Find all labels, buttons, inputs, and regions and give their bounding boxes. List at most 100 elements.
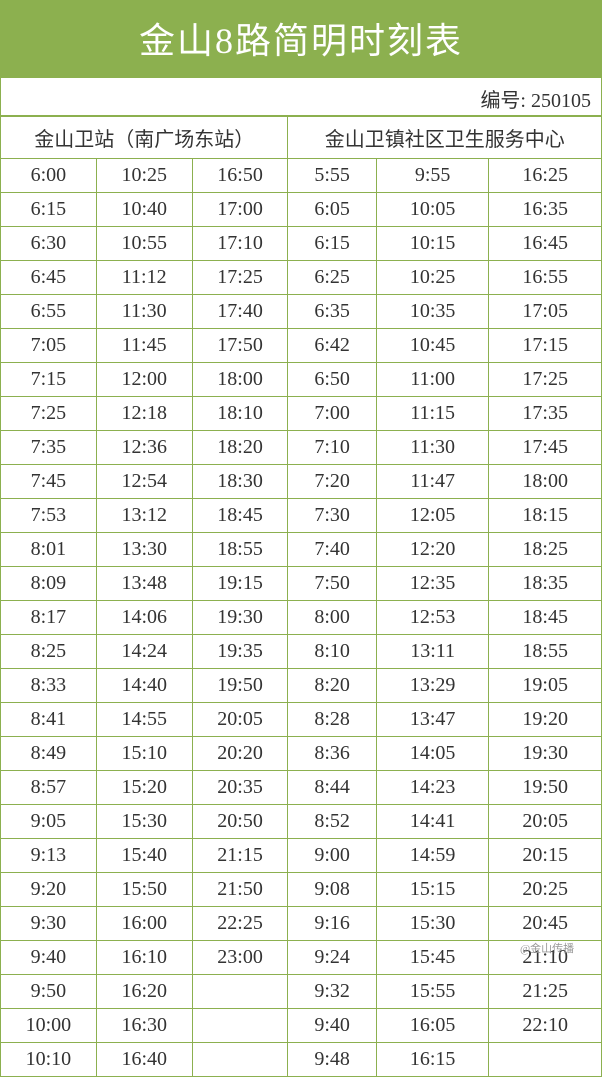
time-cell: 20:20 [192, 737, 288, 771]
time-cell: 7:40 [288, 533, 376, 567]
time-cell: 8:41 [1, 703, 97, 737]
table-row: 7:1512:0018:006:5011:0017:25 [1, 363, 602, 397]
time-cell: 10:55 [96, 227, 192, 261]
time-cell: 15:40 [96, 839, 192, 873]
time-cell: 6:00 [1, 159, 97, 193]
time-cell: 14:06 [96, 601, 192, 635]
time-cell: 19:15 [192, 567, 288, 601]
time-cell: 18:15 [489, 499, 602, 533]
page-title: 金山8路简明时刻表 [0, 0, 602, 78]
time-cell: 13:11 [376, 635, 489, 669]
time-cell: 5:55 [288, 159, 376, 193]
time-cell: 17:45 [489, 431, 602, 465]
time-cell: 17:40 [192, 295, 288, 329]
table-row: 10:1016:409:4816:15 [1, 1043, 602, 1077]
time-cell: 8:49 [1, 737, 97, 771]
time-cell: 10:10 [1, 1043, 97, 1077]
time-cell: 16:45 [489, 227, 602, 261]
time-cell: 20:25 [489, 873, 602, 907]
table-row: 6:5511:3017:406:3510:3517:05 [1, 295, 602, 329]
time-cell: 7:50 [288, 567, 376, 601]
time-cell: 18:10 [192, 397, 288, 431]
time-cell: 9:40 [1, 941, 97, 975]
time-cell: 10:25 [96, 159, 192, 193]
time-cell: 7:05 [1, 329, 97, 363]
table-row: 9:1315:4021:159:0014:5920:15 [1, 839, 602, 873]
time-cell: 7:30 [288, 499, 376, 533]
table-row: 8:5715:2020:358:4414:2319:50 [1, 771, 602, 805]
time-cell: 16:50 [192, 159, 288, 193]
time-cell: 15:45 [376, 941, 489, 975]
time-cell: 11:12 [96, 261, 192, 295]
time-cell: 9:48 [288, 1043, 376, 1077]
table-row: 9:4016:1023:009:2415:4521:10 [1, 941, 602, 975]
table-row: 9:3016:0022:259:1615:3020:45 [1, 907, 602, 941]
time-cell: 14:55 [96, 703, 192, 737]
time-cell: 15:30 [376, 907, 489, 941]
time-cell: 9:00 [288, 839, 376, 873]
time-cell: 18:00 [489, 465, 602, 499]
time-cell: 8:57 [1, 771, 97, 805]
table-row: 6:0010:2516:505:559:5516:25 [1, 159, 602, 193]
time-cell [489, 1043, 602, 1077]
time-cell: 12:20 [376, 533, 489, 567]
table-row: 8:4915:1020:208:3614:0519:30 [1, 737, 602, 771]
table-row: 10:0016:309:4016:0522:10 [1, 1009, 602, 1043]
time-cell: 8:36 [288, 737, 376, 771]
time-cell: 6:50 [288, 363, 376, 397]
time-cell: 9:32 [288, 975, 376, 1009]
table-row: 9:5016:209:3215:5521:25 [1, 975, 602, 1009]
time-cell: 23:00 [192, 941, 288, 975]
time-cell: 17:35 [489, 397, 602, 431]
time-cell: 16:05 [376, 1009, 489, 1043]
time-cell: 15:10 [96, 737, 192, 771]
time-cell: 12:00 [96, 363, 192, 397]
time-cell: 13:12 [96, 499, 192, 533]
time-cell: 14:05 [376, 737, 489, 771]
time-cell: 18:55 [192, 533, 288, 567]
time-cell: 16:00 [96, 907, 192, 941]
time-cell: 14:41 [376, 805, 489, 839]
time-cell: 17:25 [192, 261, 288, 295]
time-cell: 18:45 [192, 499, 288, 533]
time-cell: 18:20 [192, 431, 288, 465]
time-cell: 13:30 [96, 533, 192, 567]
time-cell: 8:01 [1, 533, 97, 567]
time-cell: 7:25 [1, 397, 97, 431]
time-cell: 20:35 [192, 771, 288, 805]
time-cell: 6:05 [288, 193, 376, 227]
time-cell: 18:55 [489, 635, 602, 669]
time-cell: 15:50 [96, 873, 192, 907]
time-cell: 13:29 [376, 669, 489, 703]
time-cell: 20:45 [489, 907, 602, 941]
time-cell: 6:35 [288, 295, 376, 329]
time-cell: 11:00 [376, 363, 489, 397]
time-cell: 14:40 [96, 669, 192, 703]
time-cell: 19:50 [192, 669, 288, 703]
code-row: 编号: 250105 [0, 78, 602, 116]
time-cell: 10:45 [376, 329, 489, 363]
time-cell: 19:30 [489, 737, 602, 771]
watermark: @金山传播 [520, 940, 574, 956]
time-cell: 12:35 [376, 567, 489, 601]
time-cell: 8:20 [288, 669, 376, 703]
time-cell: 20:05 [489, 805, 602, 839]
table-row: 7:4512:5418:307:2011:4718:00 [1, 465, 602, 499]
time-cell: 10:40 [96, 193, 192, 227]
time-cell: 17:25 [489, 363, 602, 397]
time-cell [192, 975, 288, 1009]
time-cell: 11:15 [376, 397, 489, 431]
table-row: 8:0113:3018:557:4012:2018:25 [1, 533, 602, 567]
time-cell: 20:50 [192, 805, 288, 839]
table-row: 7:2512:1818:107:0011:1517:35 [1, 397, 602, 431]
table-row: 6:1510:4017:006:0510:0516:35 [1, 193, 602, 227]
time-cell [192, 1043, 288, 1077]
time-cell: 9:08 [288, 873, 376, 907]
time-cell: 8:44 [288, 771, 376, 805]
time-cell: 9:50 [1, 975, 97, 1009]
time-cell: 8:25 [1, 635, 97, 669]
time-cell: 21:15 [192, 839, 288, 873]
time-cell: 9:30 [1, 907, 97, 941]
time-cell: 21:50 [192, 873, 288, 907]
time-cell: 9:24 [288, 941, 376, 975]
